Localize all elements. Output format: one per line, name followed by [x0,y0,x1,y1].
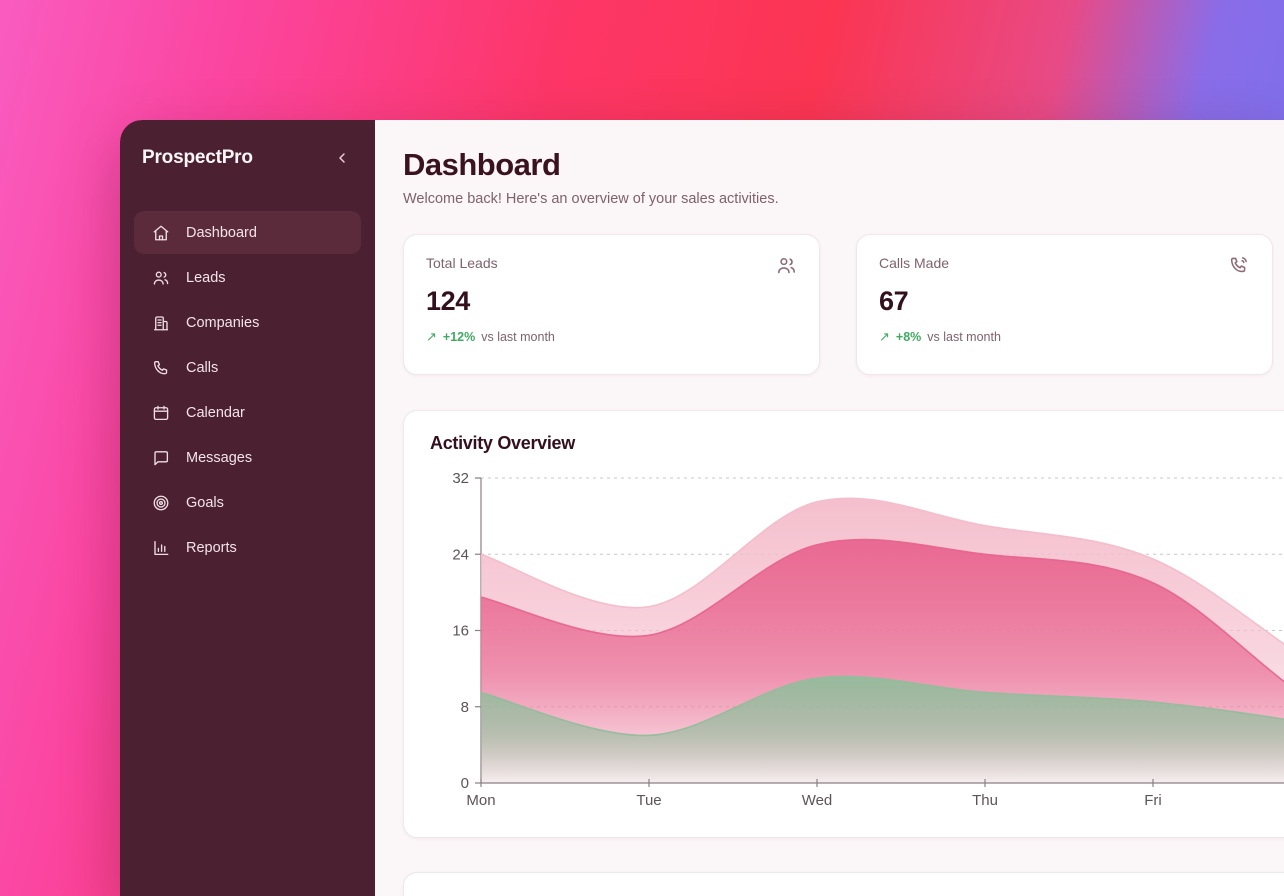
svg-text:Tue: Tue [636,792,661,809]
svg-text:0: 0 [461,775,469,792]
activity-chart-svg: 0 8 16 24 32 Mon Tue Wed Thu Fri [452,470,1284,809]
sidebar-item-label: Leads [186,269,226,286]
stat-card-header: Total Leads [426,255,797,276]
svg-text:8: 8 [461,698,469,715]
svg-text:32: 32 [452,470,469,487]
app-window: ProspectPro Dashboard [120,120,1284,896]
stat-label: Total Leads [426,254,498,271]
sidebar-item-leads[interactable]: Leads [134,256,361,299]
building-icon [152,314,170,332]
bar-chart-icon [152,539,170,557]
brand-title: ProspectPro [142,147,253,168]
stat-label: Calls Made [879,254,950,271]
sidebar-item-dashboard[interactable]: Dashboard [134,211,361,254]
stat-card-total-leads[interactable]: Total Leads 124 ↗ +12% vs last month [403,233,820,375]
page-title: Dashboard [403,147,561,182]
svg-text:Fri: Fri [1144,792,1162,809]
activity-overview-card: Activity Overview 0 8 16 24 32 Mon Tue Wed Thu Fr… [403,409,1284,838]
sidebar-item-calendar[interactable]: Calendar [134,391,361,434]
stat-delta: ↗ +12% vs last month [426,330,797,344]
stat-delta-value: +12% [442,329,476,344]
sidebar-item-companies[interactable]: Companies [134,301,361,344]
sidebar-item-label: Dashboard [186,224,257,241]
sidebar-header: ProspectPro [134,120,361,196]
chart-title: Activity Overview [430,432,575,453]
page-subtitle: Welcome back! Here's an overview of your… [403,190,779,207]
trend-up-icon: ↗ [879,329,890,345]
stats-row: Total Leads 124 ↗ +12% vs last month [403,233,1284,375]
stat-delta-value: +8% [895,329,922,344]
stat-card-calls-made[interactable]: Calls Made 67 ↗ +8% vs last month [856,233,1273,375]
trend-up-icon: ↗ [426,329,437,345]
target-icon [152,494,170,512]
phone-icon [152,359,170,377]
users-icon [152,269,170,287]
sidebar-item-messages[interactable]: Messages [134,436,361,479]
calendar-icon [152,404,170,422]
sidebar: ProspectPro Dashboard [120,120,375,896]
users-icon [776,255,797,276]
sidebar-item-reports[interactable]: Reports [134,526,361,569]
chevron-left-icon[interactable] [331,147,353,169]
main-content: Dashboard Welcome back! Here's an overvi… [375,120,1284,896]
sidebar-nav: Dashboard Leads [134,211,361,569]
sidebar-item-label: Messages [186,449,253,466]
sidebar-item-label: Goals [186,494,224,511]
stat-delta-suffix: vs last month [481,329,555,344]
bottom-panel-card [403,871,1284,896]
sidebar-item-goals[interactable]: Goals [134,481,361,524]
svg-text:Wed: Wed [802,792,833,809]
stat-card-header: Calls Made [879,255,1250,276]
message-icon [152,449,170,467]
sidebar-item-calls[interactable]: Calls [134,346,361,389]
svg-text:Thu: Thu [972,792,998,809]
stat-value: 67 [879,285,909,316]
sidebar-item-label: Calendar [186,404,245,421]
svg-text:16: 16 [452,622,469,639]
activity-chart[interactable]: 0 8 16 24 32 Mon Tue Wed Thu Fri [430,470,1284,815]
home-icon [152,224,170,242]
sidebar-item-label: Companies [186,314,260,331]
stat-delta-suffix: vs last month [927,329,1001,344]
phone-call-icon [1229,255,1250,276]
svg-text:Mon: Mon [466,792,495,809]
sidebar-item-label: Reports [186,539,237,556]
sidebar-item-label: Calls [186,359,219,376]
stat-delta: ↗ +8% vs last month [879,330,1250,344]
svg-text:24: 24 [452,546,469,563]
stat-value: 124 [426,285,470,316]
